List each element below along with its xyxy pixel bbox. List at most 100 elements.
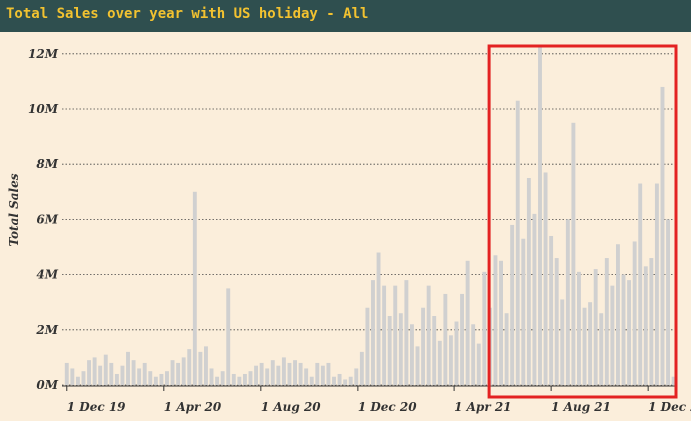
bar [293, 360, 297, 385]
y-tick-label: 8M [36, 157, 58, 171]
bar [332, 376, 336, 385]
bar [126, 351, 130, 385]
x-tick-label: 1 Apr 20 [164, 400, 222, 414]
x-tick-label: 1 Aug 21 [551, 400, 611, 414]
bar [337, 373, 342, 385]
bar [421, 307, 426, 385]
bar [359, 351, 364, 385]
bar [192, 191, 197, 385]
bar [153, 376, 158, 385]
bar [159, 373, 164, 385]
bar [354, 368, 359, 385]
bar-series [64, 45, 676, 386]
y-tick-label: 6M [36, 212, 58, 226]
bar [220, 371, 225, 385]
bar [654, 183, 659, 385]
x-tick-label: 1 Aug 20 [261, 400, 321, 414]
bar [582, 307, 587, 385]
bar [75, 376, 80, 385]
bar [493, 255, 498, 385]
bar [98, 365, 103, 385]
sales-bar-chart: 0M 2M 4M 6M 8M 10M 12M 1 Dec 19 1 Apr 20 1 Aug 2… [7, 44, 691, 414]
y-tick-label: 12M [28, 47, 59, 61]
highlight-box [487, 44, 678, 399]
bar [165, 371, 169, 385]
bar [114, 373, 119, 385]
bar [276, 365, 281, 385]
bar [638, 183, 643, 385]
bar [526, 178, 531, 385]
bar [242, 373, 247, 385]
bar [198, 351, 203, 385]
bar [599, 313, 604, 385]
bar [231, 373, 236, 385]
bar [538, 45, 542, 386]
bar [254, 365, 259, 385]
bar [554, 258, 559, 385]
bar [643, 266, 648, 385]
bar [365, 307, 370, 385]
bar [604, 258, 609, 385]
bar [320, 365, 325, 385]
bar [448, 335, 453, 385]
bar [398, 313, 403, 385]
bar [666, 219, 671, 385]
bar [187, 349, 192, 385]
bar [454, 321, 459, 385]
bar [476, 343, 481, 385]
bar [215, 376, 220, 385]
bar [343, 379, 348, 385]
bar [148, 371, 153, 385]
y-tick-label: 2M [35, 323, 58, 337]
bar [81, 371, 86, 385]
bar [371, 280, 375, 385]
x-axis: 1 Dec 19 1 Apr 20 1 Aug 20 1 Dec 20 1 Apr 21… [62, 385, 691, 414]
bar [70, 368, 75, 385]
bar [593, 269, 598, 385]
bar [409, 324, 414, 385]
bar [610, 285, 615, 385]
bar [87, 360, 91, 385]
bar [315, 362, 320, 385]
x-tick-label: 1 Dec 21 [648, 400, 691, 414]
bar [309, 376, 314, 385]
bar [265, 368, 270, 385]
bar [248, 371, 253, 385]
bar [64, 362, 69, 385]
bar [209, 368, 214, 385]
bar [120, 365, 125, 385]
bar [326, 362, 331, 385]
bar [515, 100, 520, 385]
bar [565, 219, 570, 385]
bar [103, 354, 108, 385]
bar [142, 362, 147, 385]
bar [632, 241, 637, 385]
bar [226, 288, 231, 385]
bar [270, 360, 275, 385]
bar [532, 213, 537, 385]
bar [437, 340, 442, 385]
bar [426, 285, 431, 385]
bar [237, 376, 242, 385]
chart-title-bar: Total Sales over year with US holiday - … [0, 0, 691, 32]
chart-title: Total Sales over year with US holiday - … [6, 6, 369, 22]
bar [649, 258, 654, 385]
y-axis-label: Total Sales [7, 173, 21, 246]
bar [259, 362, 264, 385]
y-tick-label: 4M [36, 268, 58, 282]
bar [627, 280, 632, 385]
bar [571, 122, 576, 386]
bar [543, 172, 548, 385]
bar [376, 252, 381, 385]
bar [465, 260, 470, 385]
bar [671, 376, 676, 385]
bar [549, 235, 554, 385]
bar [443, 293, 448, 385]
bar [460, 293, 465, 385]
bar [181, 357, 186, 385]
bar [137, 368, 142, 385]
bar [404, 280, 409, 385]
bar [510, 224, 515, 385]
bar [287, 362, 292, 385]
bar [131, 360, 136, 385]
